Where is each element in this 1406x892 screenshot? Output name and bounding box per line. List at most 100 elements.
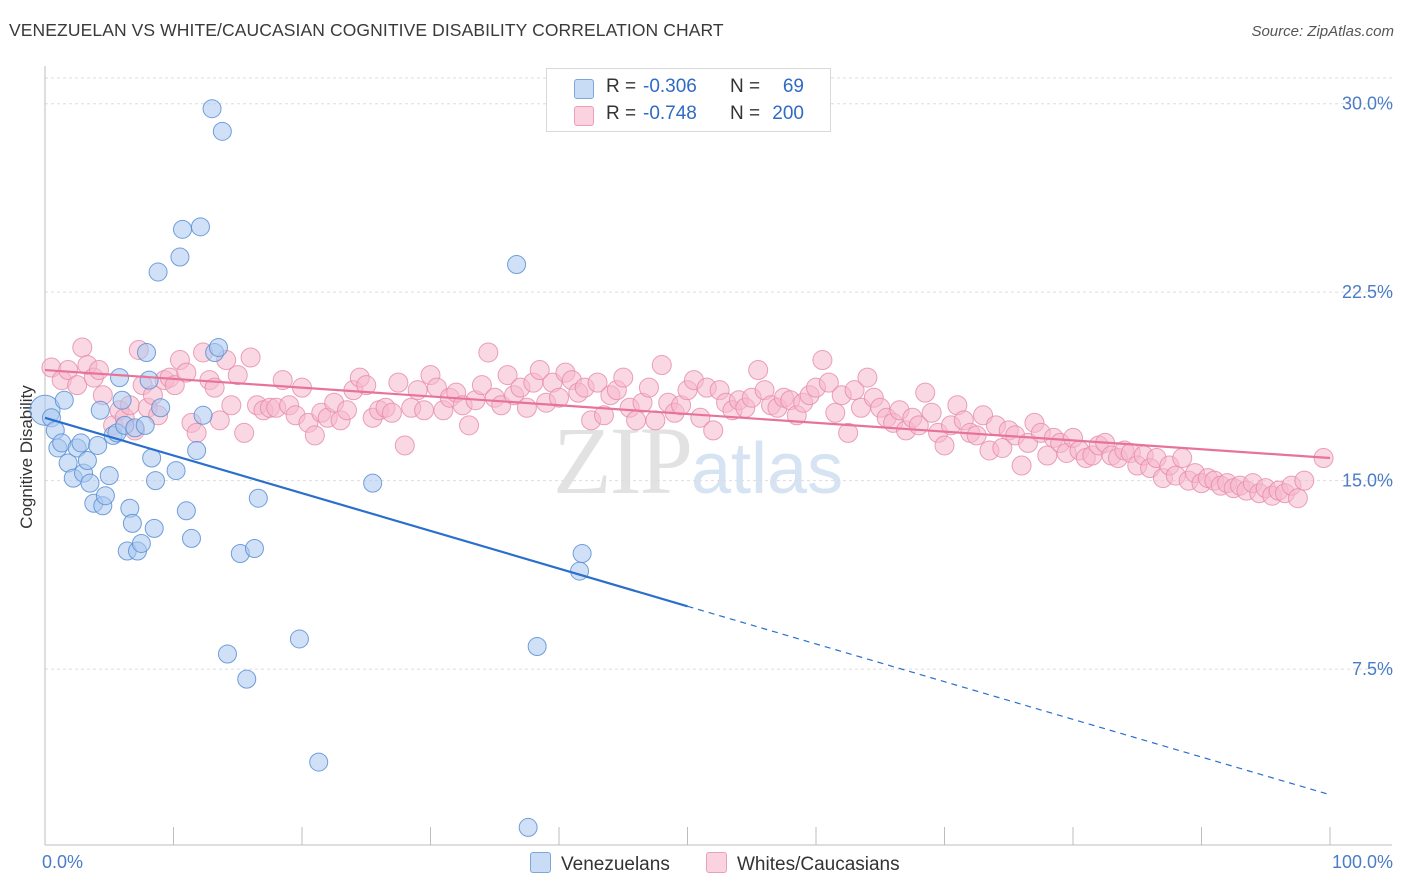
white-caucasian-point <box>388 372 409 393</box>
white-caucasian-point <box>72 337 93 358</box>
venezuelan-point <box>88 435 108 455</box>
white-caucasian-point <box>240 347 261 368</box>
chart-title: VENEZUELAN VS WHITE/CAUCASIAN COGNITIVE … <box>9 20 724 40</box>
white-caucasian-point <box>812 350 833 371</box>
watermark-zip: ZIP <box>553 407 693 514</box>
legend-n-value: 69 <box>782 76 804 97</box>
trend-line-venezuelans <box>44 416 688 608</box>
legend-item-whites: Whites/Caucasians <box>706 852 900 876</box>
venezuelan-point <box>90 400 110 420</box>
venezuelan-point <box>212 121 232 141</box>
white-caucasian-point <box>1172 448 1193 469</box>
white-caucasian-point <box>234 422 255 443</box>
series-legend: Venezuelans Whites/Caucasians <box>0 852 1406 878</box>
trend-line-whites <box>44 368 1331 460</box>
legend-item-label: Whites/Caucasians <box>737 854 900 875</box>
white-caucasian-point <box>690 407 711 428</box>
white-caucasian-point <box>176 362 197 383</box>
venezuelan-point <box>166 461 186 481</box>
white-caucasian-point <box>164 375 185 396</box>
legend-r-label: R = <box>606 76 637 97</box>
venezuelan-point <box>99 466 119 486</box>
stats-legend: R = -0.306 N = 69 R = -0.748 N = 200 <box>546 68 831 132</box>
legend-item-swatch <box>706 852 727 873</box>
white-caucasian-point <box>529 360 550 381</box>
trend-line-venezuelans-extrapolated <box>687 605 1331 796</box>
zipatlas-watermark: ZIPatlas <box>553 405 843 516</box>
white-caucasian-point <box>549 387 569 408</box>
venezuelan-point <box>139 370 159 390</box>
white-caucasian-point <box>748 360 769 381</box>
venezuelan-point <box>137 342 157 362</box>
venezuelan-point <box>122 513 142 533</box>
white-caucasian-point <box>471 375 492 396</box>
venezuelan-point <box>131 533 151 553</box>
venezuelan-point <box>77 451 97 471</box>
white-caucasian-point <box>356 375 377 396</box>
white-caucasian-point <box>651 355 672 376</box>
venezuelan-point <box>151 398 171 418</box>
white-caucasian-point <box>587 372 608 393</box>
white-caucasian-point <box>227 365 248 386</box>
white-caucasian-point <box>497 365 518 386</box>
series-venezuelans <box>29 99 592 837</box>
venezuelan-point <box>190 217 210 237</box>
watermark-atlas: atlas <box>691 429 844 509</box>
white-caucasian-point <box>478 342 499 363</box>
white-caucasian-point <box>966 425 987 446</box>
axes <box>44 66 1392 846</box>
venezuelan-point <box>54 390 74 410</box>
venezuelan-point <box>217 644 237 664</box>
white-caucasian-point <box>838 422 859 443</box>
venezuelan-point <box>110 368 130 388</box>
venezuelan-point <box>146 471 166 491</box>
venezuelan-point <box>518 817 538 837</box>
venezuelan-point <box>95 486 115 506</box>
venezuelan-point <box>148 262 168 282</box>
y-tick-label: 22.5% <box>1342 282 1393 302</box>
white-caucasian-point <box>304 425 325 446</box>
white-caucasian-point <box>459 415 480 436</box>
legend-row-venezuelans: R = -0.306 N = 69 <box>547 74 830 102</box>
white-caucasian-point <box>645 410 666 431</box>
white-caucasian-point <box>221 395 242 416</box>
venezuelan-point <box>172 219 192 239</box>
legend-item-venezuelans: Venezuelans <box>530 852 670 876</box>
white-caucasian-point <box>921 402 942 423</box>
venezuelan-point <box>507 255 527 275</box>
trend-lines <box>44 368 1331 796</box>
venezuelan-point <box>289 629 309 649</box>
venezuelan-point <box>176 501 196 521</box>
legend-n-label: N = <box>730 76 761 97</box>
venezuelan-point <box>527 636 547 656</box>
venezuelan-point <box>144 518 164 538</box>
venezuelan-point <box>244 538 264 558</box>
white-caucasian-point <box>414 400 435 421</box>
white-caucasian-point <box>638 377 659 398</box>
y-tick-label: 30.0% <box>1342 94 1393 114</box>
white-caucasian-point <box>67 375 88 396</box>
white-caucasian-point <box>186 422 207 443</box>
legend-swatch-venezuelans <box>574 79 594 99</box>
white-caucasian-point <box>915 382 936 403</box>
venezuelan-point <box>363 473 383 493</box>
legend-n-label: N = <box>730 103 761 124</box>
white-caucasian-point <box>825 402 846 423</box>
legend-item-label: Venezuelans <box>561 854 670 875</box>
venezuelan-point <box>181 528 201 548</box>
legend-r-label: R = <box>606 103 637 124</box>
white-caucasian-point <box>516 397 537 418</box>
venezuelan-point <box>202 99 222 119</box>
y-tick-label: 15.0% <box>1342 471 1393 491</box>
white-caucasian-point <box>1011 455 1032 476</box>
white-caucasian-point <box>818 372 839 393</box>
venezuelan-point <box>71 433 91 453</box>
series-whites-caucasians <box>41 337 1334 509</box>
venezuelan-point <box>112 390 132 410</box>
white-caucasian-point <box>857 367 878 388</box>
white-caucasian-point <box>934 435 955 456</box>
white-caucasian-point <box>593 405 614 426</box>
venezuelan-point <box>80 473 100 493</box>
white-caucasian-point <box>381 402 402 423</box>
